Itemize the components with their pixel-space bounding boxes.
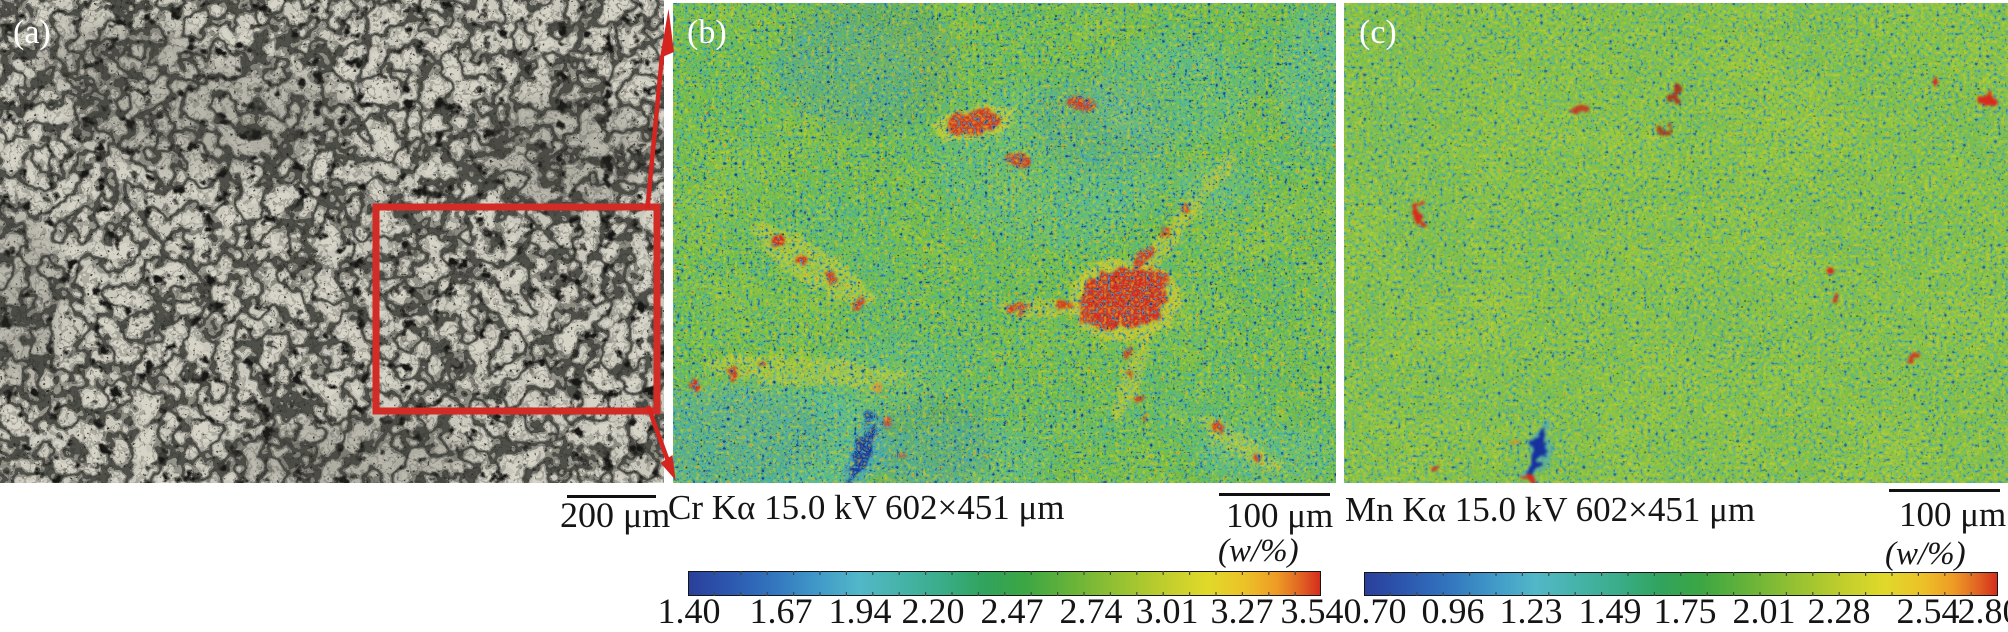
svg-text:(b): (b) — [687, 14, 727, 51]
svg-text:(a): (a) — [13, 14, 51, 51]
svg-text:(c): (c) — [1359, 14, 1397, 51]
